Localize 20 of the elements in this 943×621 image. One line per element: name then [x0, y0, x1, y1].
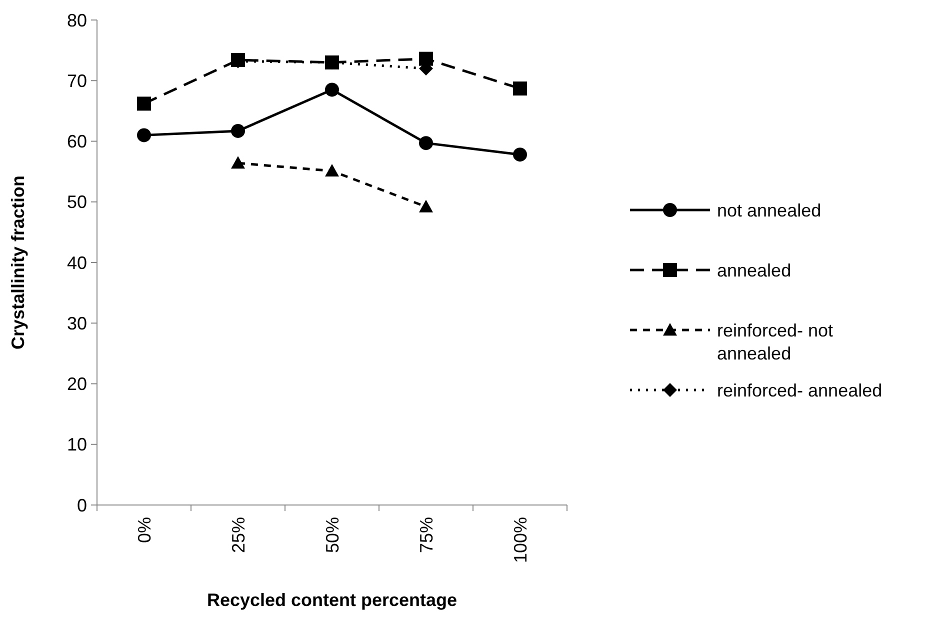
x-tick-label: 50%: [322, 517, 342, 554]
y-tick-label: 80: [66, 10, 87, 30]
y-tick-label: 20: [66, 374, 87, 394]
y-tick-label: 60: [66, 132, 87, 152]
y-axis-title: Crystallinity fraction: [8, 175, 28, 350]
x-tick-label: 0%: [134, 517, 154, 544]
y-tick-label: 40: [66, 252, 87, 273]
x-tick-label: 100%: [510, 517, 530, 564]
x-tick-label: 75%: [416, 517, 436, 554]
x-axis-title: Recycled content percentage: [206, 590, 458, 610]
legend-label: annealed: [717, 260, 792, 280]
y-tick-label: 70: [66, 70, 87, 91]
legend-label: reinforced- not annealed: [717, 320, 834, 364]
y-tick-label: 50: [66, 192, 87, 212]
legend-label: not annealed: [717, 200, 822, 220]
x-tick-label: 25%: [228, 517, 248, 554]
y-tick-label: 30: [66, 313, 87, 334]
y-tick-label: 10: [66, 434, 87, 455]
y-tick-label: 0: [76, 495, 87, 516]
legend-label: reinforced- annealed: [717, 380, 882, 400]
